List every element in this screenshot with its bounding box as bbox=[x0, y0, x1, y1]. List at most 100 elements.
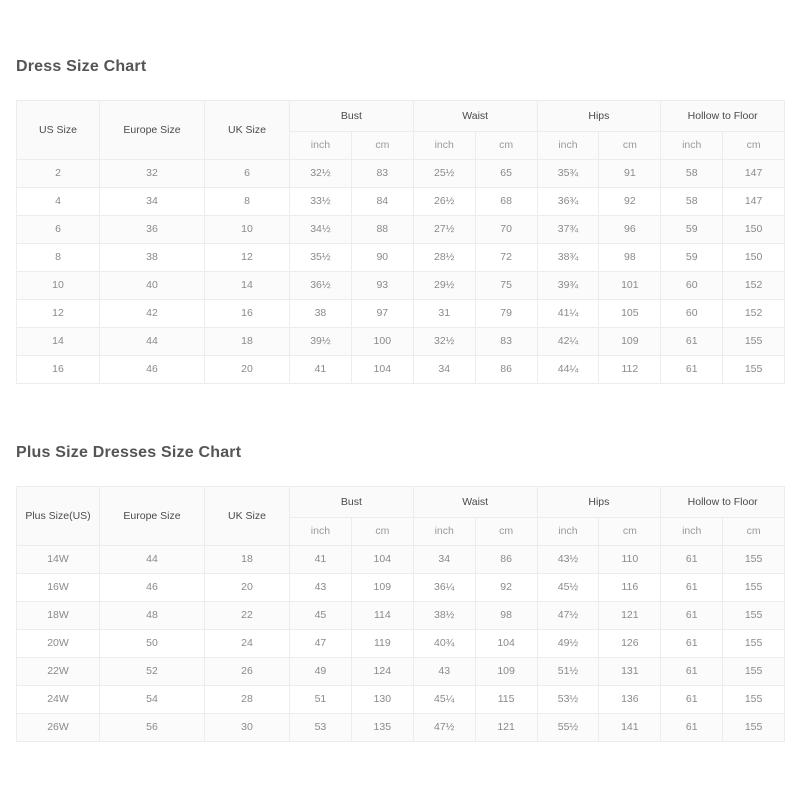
table-row: 10 40 14 36½ 93 29½ 75 39¾ 101 60 152 bbox=[16, 271, 786, 300]
unit-header-waist-inch: inch bbox=[412, 131, 476, 160]
table-cell: 54 bbox=[99, 685, 205, 714]
table-cell: 52 bbox=[99, 657, 205, 686]
table-cell: 47½ bbox=[536, 601, 600, 630]
table-cell: 61 bbox=[660, 685, 724, 714]
table-cell: 8 bbox=[16, 243, 100, 272]
table-cell: 121 bbox=[598, 601, 662, 630]
table-row: 24W 54 28 51 130 45¼ 115 53½ 136 61 155 bbox=[16, 685, 786, 714]
column-header-hollow-to-floor: Hollow to Floor bbox=[660, 100, 786, 132]
table-cell: 47½ bbox=[412, 713, 476, 742]
table-row: 14 44 18 39½ 100 32½ 83 42¼ 109 61 155 bbox=[16, 327, 786, 356]
table-cell: 44 bbox=[99, 327, 205, 356]
table-cell: 100 bbox=[350, 327, 414, 356]
column-header-uk-size: UK Size bbox=[204, 100, 290, 160]
table-cell: 26W bbox=[16, 713, 100, 742]
table-cell: 98 bbox=[598, 243, 662, 272]
table-cell: 41 bbox=[289, 545, 352, 574]
table-cell: 58 bbox=[660, 159, 724, 188]
table-cell: 27½ bbox=[412, 215, 476, 244]
table-cell: 44 bbox=[99, 545, 205, 574]
table-cell: 58 bbox=[660, 187, 724, 216]
table-cell: 83 bbox=[474, 327, 538, 356]
table-cell: 141 bbox=[598, 713, 662, 742]
table-cell: 116 bbox=[598, 573, 662, 602]
column-header-hips: Hips bbox=[536, 100, 662, 132]
table-cell: 50 bbox=[99, 629, 205, 658]
table-cell: 55½ bbox=[536, 713, 600, 742]
column-header-europe-size: Europe Size bbox=[99, 100, 205, 160]
table-cell: 20 bbox=[204, 355, 290, 384]
table-cell: 61 bbox=[660, 327, 724, 356]
table-row: 16W 46 20 43 109 36¼ 92 45½ 116 61 155 bbox=[16, 573, 786, 602]
plus-table-head: Plus Size(US) Europe Size UK Size Bust W… bbox=[16, 486, 786, 546]
dress-unit-header-row: inch cm inch cm inch cm inch cm bbox=[17, 131, 786, 160]
table-cell: 155 bbox=[722, 601, 786, 630]
table-cell: 60 bbox=[660, 271, 724, 300]
column-header-plus-size-us: Plus Size(US) bbox=[16, 486, 100, 546]
table-row: 26W 56 30 53 135 47½ 121 55½ 141 61 155 bbox=[16, 713, 786, 742]
table-cell: 32 bbox=[99, 159, 205, 188]
table-cell: 32½ bbox=[289, 159, 352, 188]
table-cell: 150 bbox=[722, 215, 786, 244]
unit-header-bust-inch: inch bbox=[289, 131, 352, 160]
table-cell: 10 bbox=[16, 271, 100, 300]
table-cell: 20 bbox=[204, 573, 290, 602]
table-cell: 28 bbox=[204, 685, 290, 714]
table-cell: 53 bbox=[289, 713, 352, 742]
table-cell: 155 bbox=[722, 327, 786, 356]
table-cell: 75 bbox=[474, 271, 538, 300]
dress-table-head: US Size Europe Size UK Size Bust Waist H… bbox=[16, 100, 786, 160]
table-cell: 43 bbox=[289, 573, 352, 602]
table-cell: 6 bbox=[204, 159, 290, 188]
table-cell: 34 bbox=[99, 187, 205, 216]
column-header-europe-size: Europe Size bbox=[99, 486, 205, 546]
table-cell: 88 bbox=[350, 215, 414, 244]
table-row: 22W 52 26 49 124 43 109 51½ 131 61 155 bbox=[16, 657, 786, 686]
table-cell: 44¼ bbox=[536, 355, 600, 384]
table-cell: 39½ bbox=[289, 327, 352, 356]
table-cell: 147 bbox=[722, 159, 786, 188]
table-cell: 121 bbox=[474, 713, 538, 742]
table-cell: 32½ bbox=[412, 327, 476, 356]
table-cell: 110 bbox=[598, 545, 662, 574]
unit-header-hips-cm: cm bbox=[598, 131, 662, 160]
table-cell: 104 bbox=[350, 355, 414, 384]
table-cell: 152 bbox=[722, 299, 786, 328]
table-cell: 47 bbox=[289, 629, 352, 658]
column-header-us-size: US Size bbox=[16, 100, 100, 160]
table-cell: 136 bbox=[598, 685, 662, 714]
table-row: 2 32 6 32½ 83 25½ 65 35¾ 91 58 147 bbox=[16, 159, 786, 188]
table-cell: 155 bbox=[722, 713, 786, 742]
table-cell: 40¾ bbox=[412, 629, 476, 658]
table-cell: 41 bbox=[289, 355, 352, 384]
table-cell: 109 bbox=[474, 657, 538, 686]
table-cell: 49½ bbox=[536, 629, 600, 658]
unit-header-hips-inch: inch bbox=[536, 131, 600, 160]
table-cell: 22W bbox=[16, 657, 100, 686]
plus-size-table: Plus Size(US) Europe Size UK Size Bust W… bbox=[16, 486, 786, 742]
table-cell: 51½ bbox=[536, 657, 600, 686]
table-cell: 155 bbox=[722, 545, 786, 574]
table-cell: 51 bbox=[289, 685, 352, 714]
dress-size-table: US Size Europe Size UK Size Bust Waist H… bbox=[16, 100, 786, 384]
table-cell: 105 bbox=[598, 299, 662, 328]
table-cell: 130 bbox=[350, 685, 414, 714]
table-cell: 2 bbox=[16, 159, 100, 188]
unit-header-bust-cm: cm bbox=[350, 517, 414, 546]
table-cell: 16 bbox=[16, 355, 100, 384]
table-cell: 61 bbox=[660, 545, 724, 574]
table-cell: 16 bbox=[204, 299, 290, 328]
table-cell: 93 bbox=[350, 271, 414, 300]
table-cell: 61 bbox=[660, 629, 724, 658]
table-cell: 43½ bbox=[536, 545, 600, 574]
table-cell: 45½ bbox=[536, 573, 600, 602]
table-cell: 14 bbox=[204, 271, 290, 300]
column-header-hollow-to-floor: Hollow to Floor bbox=[660, 486, 786, 518]
table-cell: 38 bbox=[289, 299, 352, 328]
table-cell: 38 bbox=[99, 243, 205, 272]
table-cell: 4 bbox=[16, 187, 100, 216]
table-cell: 16W bbox=[16, 573, 100, 602]
table-row: 6 36 10 34½ 88 27½ 70 37¾ 96 59 150 bbox=[16, 215, 786, 244]
table-cell: 155 bbox=[722, 355, 786, 384]
